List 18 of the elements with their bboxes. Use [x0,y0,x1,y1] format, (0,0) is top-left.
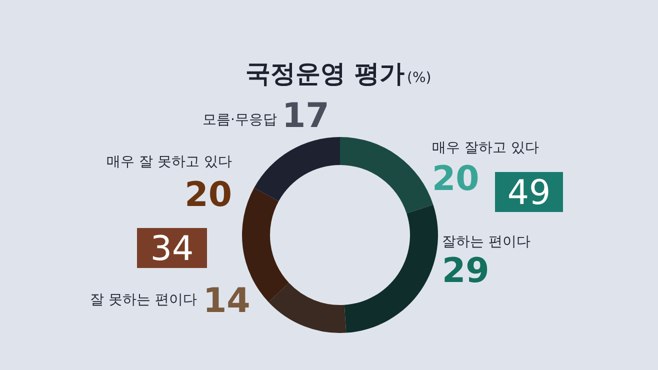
slice-label: 잘 못하는 편이다 [90,292,197,308]
chart-subtitle: (%) [407,70,432,86]
slice-label: 모름·무응답 [202,112,277,128]
donut-slice [344,204,438,333]
slice-label: 잘하는 편이다 [442,234,530,250]
donut-slice [268,282,346,333]
data-label: 20 [184,175,232,215]
donut-slice [254,137,340,202]
slice-label: 매우 잘 못하고 있다 [106,154,232,170]
data-label: 29 [442,251,490,291]
text: 34 [150,229,194,269]
chart-title: 국정운영 평가 [246,59,404,88]
donut-slice [340,137,434,214]
text: 49 [507,173,551,213]
data-label: 14 [203,281,250,321]
data-label: 20 [432,159,480,199]
data-label: 17 [282,96,330,136]
slice-label: 매우 잘하고 있다 [432,140,539,156]
